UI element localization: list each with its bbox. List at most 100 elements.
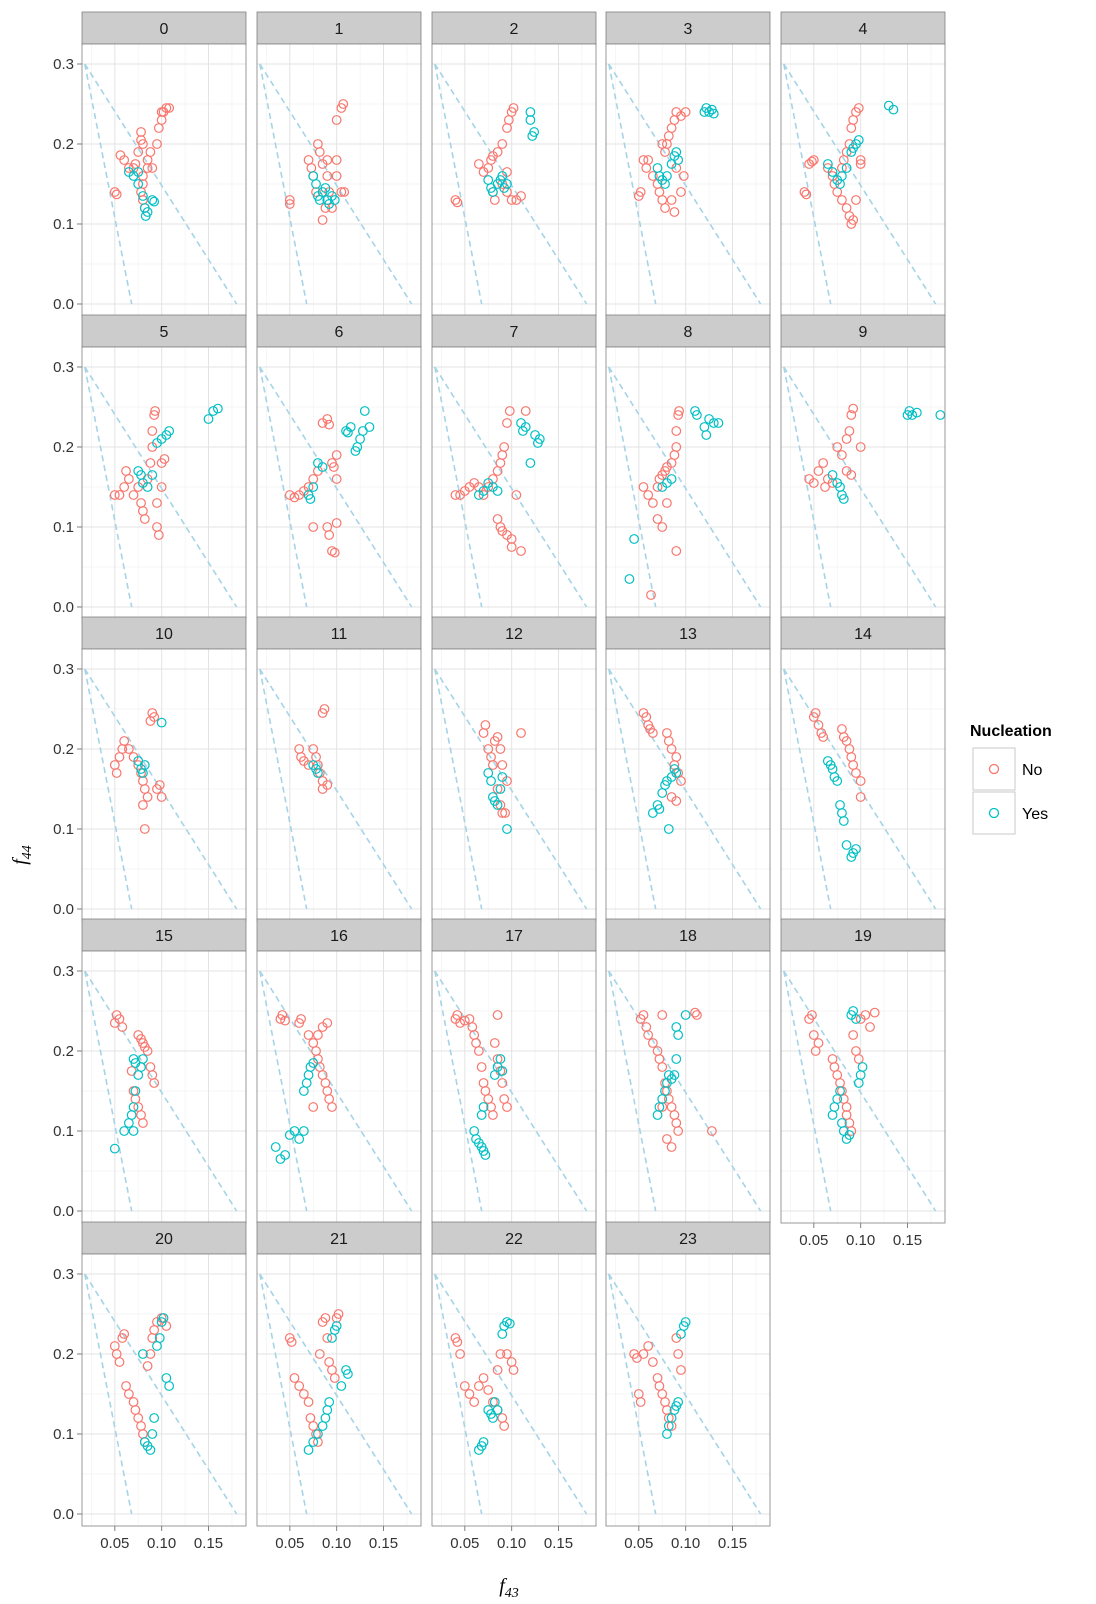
point-no	[314, 1349, 325, 1359]
point-yes	[911, 407, 922, 418]
point-yes	[336, 1381, 347, 1391]
point-yes	[844, 1130, 855, 1140]
point-yes	[208, 406, 219, 416]
point-no	[492, 784, 503, 794]
point-no	[480, 720, 491, 730]
y-tick-label: 0.2	[53, 439, 74, 456]
facet-strip-label: 8	[684, 324, 693, 341]
point-yes	[827, 470, 838, 480]
point-no	[500, 808, 510, 818]
facet-panel-7: 7	[431, 314, 597, 620]
point-yes	[154, 1333, 165, 1343]
reference-line	[259, 970, 413, 1212]
reference-line	[608, 63, 657, 305]
facet-strip-label: 22	[505, 1231, 523, 1248]
reference-line	[259, 366, 308, 608]
point-no	[489, 1038, 500, 1048]
facet-strip-label: 7	[510, 324, 519, 341]
point-no	[638, 482, 649, 492]
reference-line	[84, 970, 238, 1212]
facet-panel-2: 2	[431, 11, 597, 317]
reference-line	[434, 1273, 483, 1515]
point-no	[284, 199, 295, 209]
point-yes	[822, 159, 833, 169]
point-no	[164, 103, 175, 113]
y-tick-label: 0.1	[53, 1426, 74, 1443]
point-no	[469, 1397, 480, 1407]
point-no	[322, 171, 333, 181]
point-no	[476, 1062, 487, 1072]
point-yes	[478, 1102, 489, 1112]
point-yes	[497, 1066, 508, 1076]
point-yes	[502, 179, 512, 189]
facet-panel-1: 1	[256, 11, 422, 317]
y-tick-label: 0.0	[53, 599, 74, 616]
reference-line	[608, 63, 762, 305]
x-tick-label: 0.10	[147, 1535, 176, 1552]
point-no	[152, 498, 162, 508]
point-no	[643, 1030, 654, 1040]
point-no	[149, 410, 160, 420]
x-tick-label: 0.10	[846, 1232, 875, 1249]
x-tick-label: 0.15	[194, 1535, 223, 1552]
facet-strip-label: 20	[155, 1231, 173, 1248]
point-no	[303, 482, 314, 492]
point-yes	[529, 127, 540, 137]
point-no	[506, 542, 517, 552]
reference-line	[608, 1273, 762, 1515]
reference-line	[608, 668, 762, 910]
reference-line	[84, 63, 238, 305]
point-no	[123, 474, 134, 484]
point-no	[455, 1018, 466, 1028]
point-no	[801, 189, 812, 200]
point-yes	[303, 1445, 314, 1455]
point-no	[488, 1110, 498, 1120]
point-no	[673, 1126, 684, 1136]
point-no	[638, 1010, 649, 1020]
point-yes	[158, 1313, 169, 1323]
point-no	[111, 189, 122, 200]
reference-line	[608, 1273, 657, 1515]
y-tick-label: 0.3	[53, 1266, 74, 1283]
point-no	[478, 1373, 489, 1383]
legend-key-yes	[972, 791, 1016, 835]
facet-strip	[780, 918, 946, 952]
reference-line	[259, 970, 308, 1212]
point-yes	[497, 171, 508, 181]
facet-panel-23: 23	[605, 1221, 771, 1527]
reference-line	[84, 970, 133, 1212]
point-no	[459, 1381, 470, 1391]
facet-panel-11: 11	[256, 616, 422, 922]
reference-line	[84, 1273, 238, 1515]
point-yes	[654, 804, 665, 814]
point-yes	[663, 824, 674, 834]
point-no	[855, 155, 866, 165]
facet-strip	[81, 314, 247, 348]
facet-panel-3: 3	[605, 11, 771, 317]
point-no	[117, 1022, 128, 1032]
point-no	[818, 458, 829, 468]
facet-panel-6: 6	[256, 314, 422, 620]
point-yes	[359, 406, 370, 416]
x-axis-title-main: f	[499, 1575, 507, 1597]
point-no	[452, 1337, 463, 1347]
facet-strip-label: 3	[684, 21, 693, 38]
panel-background	[432, 1254, 596, 1526]
point-no	[329, 547, 340, 558]
reference-line	[783, 668, 937, 910]
point-no	[674, 406, 684, 416]
point-no	[635, 187, 646, 197]
point-yes	[364, 422, 375, 432]
facet-strip-label: 17	[505, 928, 523, 945]
point-no	[855, 159, 866, 169]
point-no	[473, 1381, 484, 1391]
point-no	[153, 530, 164, 540]
facet-panel-14: 14	[780, 616, 946, 922]
reference-line	[608, 668, 657, 910]
point-no	[869, 1007, 880, 1018]
point-no	[303, 760, 314, 770]
facet-panel-13: 13	[605, 616, 771, 922]
point-no	[150, 406, 160, 416]
point-no	[497, 139, 508, 149]
y-axis-title-sub: 44	[20, 845, 35, 859]
